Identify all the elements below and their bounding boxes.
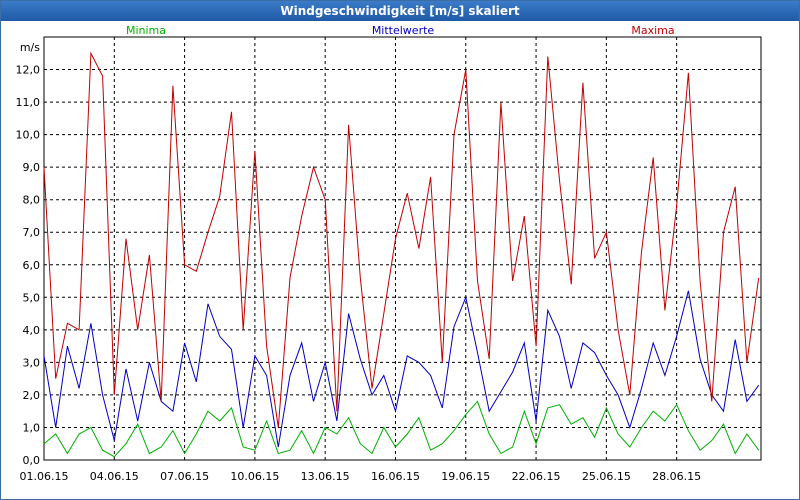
y-tick-label: 7,0 — [23, 226, 41, 239]
y-tick-label: 8,0 — [23, 194, 41, 207]
plot-area — [43, 36, 762, 461]
y-tick-label: 1,0 — [23, 421, 41, 434]
x-tick-label: 10.06.15 — [230, 470, 279, 483]
y-tick-label: 12,0 — [16, 64, 41, 77]
y-tick-label: 11,0 — [16, 96, 41, 109]
chart-title: Windgeschwindigkeit [m/s] skaliert — [1, 1, 799, 21]
x-tick-label: 25.06.15 — [582, 470, 631, 483]
x-tick-label: 07.06.15 — [160, 470, 209, 483]
y-tick-label: 3,0 — [23, 356, 41, 369]
y-tick-label: 6,0 — [23, 259, 41, 272]
y-tick-label: 2,0 — [23, 389, 41, 402]
series-line-mittelwerte — [43, 290, 760, 448]
legend-entry: Minima — [126, 24, 166, 37]
y-tick-label: 0,0 — [23, 454, 41, 467]
wind-speed-chart: 0,0 1,0 2,0 3,0 4,0 5,0 6,0 7,0 8,0 9,0 10,0 11,0 12… — [16, 24, 762, 483]
y-axis-label: m/s — [20, 41, 40, 54]
x-tick-label: 13.06.15 — [301, 470, 350, 483]
series-line-minima — [43, 400, 760, 458]
y-tick-label: 4,0 — [23, 324, 41, 337]
x-tick-label: 28.06.15 — [652, 470, 701, 483]
x-tick-label: 22.06.15 — [512, 470, 561, 483]
x-tick-label: 19.06.15 — [441, 470, 490, 483]
x-tick-label: 01.06.15 — [20, 470, 69, 483]
series-line-maxima — [43, 51, 760, 428]
legend-entry: Mittelwerte — [372, 24, 435, 37]
y-tick-label: 5,0 — [23, 291, 41, 304]
x-tick-label: 16.06.15 — [371, 470, 420, 483]
y-tick-label: 9,0 — [23, 161, 41, 174]
x-tick-label: 04.06.15 — [90, 470, 139, 483]
y-tick-label: 10,0 — [16, 129, 41, 142]
legend-entry: Maxima — [631, 24, 674, 37]
